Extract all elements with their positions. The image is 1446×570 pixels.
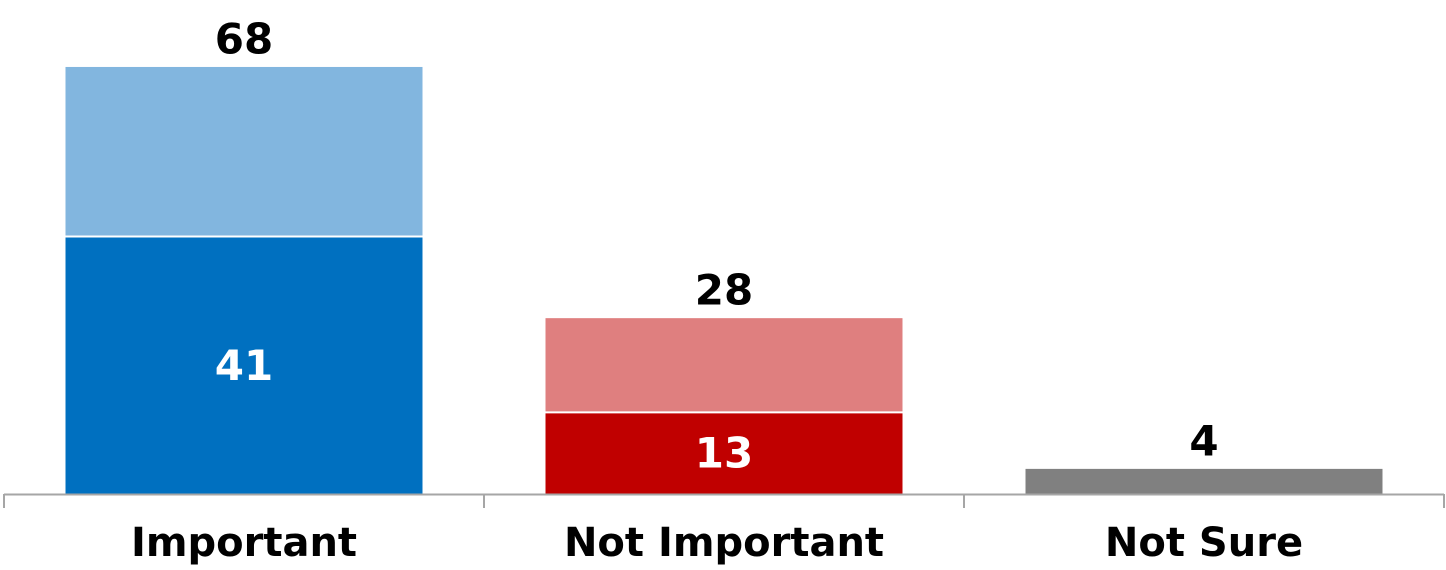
category-label-0: Important [131,520,357,566]
bar-segment-strong-2 [1025,468,1383,494]
data-label-total-0: 68 [215,14,273,63]
bar-segment-somewhat-1 [545,318,903,413]
bars-layer [65,66,1383,494]
bar-segment-somewhat-0 [65,66,423,237]
data-label-inner-1: 13 [695,429,753,478]
labels-layer: 41 68 Important 13 28 Not Important 4 Not Sure [131,14,1303,566]
data-label-total-2: 4 [1189,416,1218,465]
data-label-total-1: 28 [695,266,753,315]
bar-segment-strong-0 [65,236,423,494]
data-label-inner-0: 41 [215,341,273,390]
bar-segment-strong-1 [545,412,903,494]
category-label-2: Not Sure [1105,520,1303,566]
x-axis [3,493,1445,508]
category-label-1: Not Important [564,520,884,566]
